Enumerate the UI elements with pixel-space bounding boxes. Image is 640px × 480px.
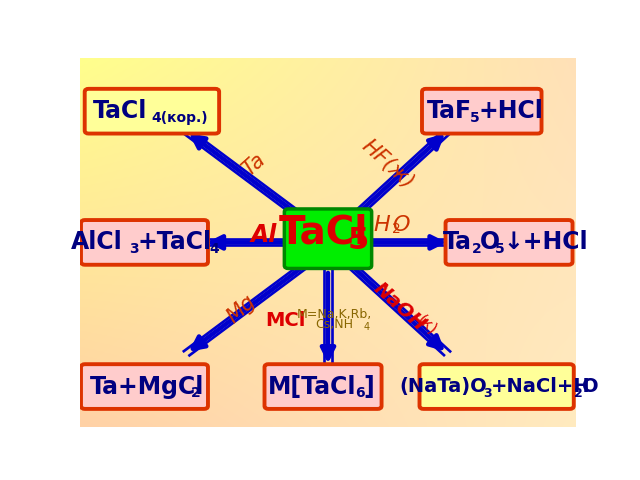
Text: Ta: Ta <box>238 150 269 180</box>
Text: Mg: Mg <box>223 291 259 327</box>
Text: 3: 3 <box>129 242 138 256</box>
Text: MCl: MCl <box>266 311 306 329</box>
FancyBboxPatch shape <box>284 209 372 268</box>
Text: ↓+HCl: ↓+HCl <box>503 230 588 254</box>
Text: O: O <box>582 377 598 396</box>
Text: +TaCl: +TaCl <box>137 230 211 254</box>
FancyBboxPatch shape <box>84 89 219 133</box>
Text: +NaCl+H: +NaCl+H <box>491 377 590 396</box>
Text: Ta: Ta <box>442 230 472 254</box>
Text: 5: 5 <box>470 111 480 125</box>
FancyBboxPatch shape <box>445 220 573 265</box>
Text: Ta+MgCl: Ta+MgCl <box>90 374 204 398</box>
Text: (к): (к) <box>414 312 440 337</box>
Text: 5: 5 <box>495 242 504 256</box>
FancyBboxPatch shape <box>81 364 208 409</box>
Text: 4: 4 <box>210 242 220 256</box>
Text: 6: 6 <box>355 386 365 400</box>
Text: 2: 2 <box>392 222 401 236</box>
Text: 4(кор.): 4(кор.) <box>151 111 208 125</box>
Text: H: H <box>373 215 390 235</box>
Text: NaOH: NaOH <box>371 279 429 335</box>
Text: ]: ] <box>364 374 374 398</box>
Text: TaCl: TaCl <box>93 99 147 123</box>
FancyBboxPatch shape <box>422 89 541 133</box>
Text: Al: Al <box>250 223 276 247</box>
Text: O: O <box>392 215 410 235</box>
Text: TaF: TaF <box>427 99 472 123</box>
FancyBboxPatch shape <box>264 364 381 409</box>
FancyBboxPatch shape <box>81 220 208 265</box>
Text: +HCl: +HCl <box>479 99 543 123</box>
Text: 2: 2 <box>574 387 583 400</box>
Text: HF(ж): HF(ж) <box>358 136 417 193</box>
Text: 4: 4 <box>364 323 370 333</box>
Text: M=Na,K,Rb,: M=Na,K,Rb, <box>297 308 372 321</box>
Text: 2: 2 <box>472 242 481 256</box>
Text: AlCl: AlCl <box>71 230 122 254</box>
Text: O: O <box>480 230 500 254</box>
Text: 2: 2 <box>191 386 201 400</box>
FancyBboxPatch shape <box>419 364 574 409</box>
Text: M[TaCl: M[TaCl <box>268 374 356 398</box>
Text: 5: 5 <box>347 226 369 255</box>
Text: TaCl: TaCl <box>278 213 368 251</box>
Text: (NaTa)O: (NaTa)O <box>399 377 487 396</box>
Text: Cs,NH: Cs,NH <box>316 318 353 331</box>
Text: 3: 3 <box>483 387 492 400</box>
